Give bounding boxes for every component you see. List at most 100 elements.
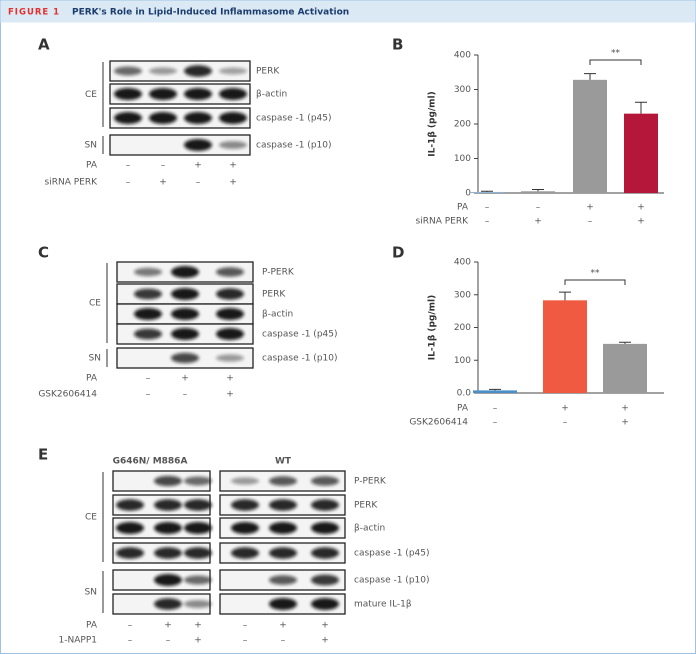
panel-label: B xyxy=(392,36,403,54)
condition-value: – xyxy=(243,621,248,631)
figure-label: FIGURE 1 xyxy=(8,8,60,18)
blot-band xyxy=(311,476,339,486)
blot-band xyxy=(134,328,162,340)
condition-value: – xyxy=(128,636,133,646)
blot-band xyxy=(311,547,339,559)
blot-band xyxy=(134,288,162,300)
condition-label: GSK2606414 xyxy=(409,418,468,428)
header-band xyxy=(0,0,696,23)
blot-strip xyxy=(109,107,251,129)
condition-label: PA xyxy=(86,374,98,384)
y-axis-label: IL-1β (pg/ml) xyxy=(428,295,438,361)
significance-label: ** xyxy=(591,269,601,279)
condition-value: + xyxy=(279,621,287,631)
condition-value: + xyxy=(321,636,329,646)
blot-band xyxy=(269,476,297,486)
blot-band xyxy=(114,66,142,76)
condition-value: + xyxy=(194,636,202,646)
blot-band xyxy=(184,88,212,100)
error-bar xyxy=(584,73,596,80)
blot-band xyxy=(216,308,244,320)
condition-value: + xyxy=(637,217,645,227)
significance-label: ** xyxy=(611,49,621,59)
blot-band xyxy=(311,522,339,534)
condition-value: – xyxy=(128,621,133,631)
bar xyxy=(470,191,504,193)
blot-band xyxy=(149,67,177,75)
blot-band xyxy=(184,575,212,585)
condition-value: – xyxy=(183,390,188,400)
blot-band xyxy=(184,600,212,608)
blot-band xyxy=(154,499,182,511)
blot-band xyxy=(231,499,259,511)
group-label: SN xyxy=(85,141,97,151)
condition-value: + xyxy=(181,374,189,384)
blot-band xyxy=(116,547,144,559)
blot-band xyxy=(184,476,212,486)
blot-band xyxy=(149,112,177,124)
y-tick-label: 0 xyxy=(465,189,471,199)
blot-band xyxy=(311,499,339,511)
condition-value: + xyxy=(621,418,629,428)
row-label: PERK xyxy=(256,67,280,77)
condition-value: – xyxy=(485,203,490,213)
condition-value: + xyxy=(321,621,329,631)
condition-value: – xyxy=(588,217,593,227)
blot-band xyxy=(154,475,182,487)
blot-band xyxy=(311,598,339,610)
blot-band xyxy=(154,522,182,534)
error-bar xyxy=(559,291,571,301)
panel-label: C xyxy=(38,244,49,262)
y-tick-label: 200 xyxy=(454,323,471,333)
y-tick-label: 100 xyxy=(454,154,471,164)
error-bar xyxy=(532,189,544,192)
bar xyxy=(521,191,555,193)
blot-band xyxy=(134,308,162,320)
blot-band xyxy=(184,522,212,534)
condition-label: PA xyxy=(457,404,469,414)
row-label: PERK xyxy=(262,290,286,300)
condition-value: – xyxy=(493,418,498,428)
blot-band xyxy=(269,598,297,610)
blot-band xyxy=(154,598,182,610)
condition-value: – xyxy=(126,178,131,188)
condition-value: + xyxy=(561,404,569,414)
condition-label: PA xyxy=(86,161,98,171)
significance-bracket xyxy=(564,279,626,285)
blot-band xyxy=(134,267,162,277)
blot-band xyxy=(219,141,247,149)
blot-band xyxy=(184,65,212,77)
condition-value: – xyxy=(563,418,568,428)
blot-band xyxy=(171,328,199,340)
blot-strip xyxy=(109,134,251,156)
blot-band xyxy=(184,499,212,511)
condition-value: + xyxy=(194,161,202,171)
group-label: SN xyxy=(89,354,101,364)
condition-value: – xyxy=(281,636,286,646)
error-bar xyxy=(619,341,631,344)
y-tick-label: 300 xyxy=(454,290,471,300)
condition-value: + xyxy=(226,374,234,384)
blot-band xyxy=(116,499,144,511)
group-label: CE xyxy=(85,513,97,523)
bar xyxy=(473,390,517,393)
row-label: mature IL-1β xyxy=(354,600,412,610)
figure-title: PERK's Role in Lipid-Induced Inflammasom… xyxy=(72,8,349,18)
condition-value: + xyxy=(194,621,202,631)
condition-label: 1-NAPP1 xyxy=(59,636,97,646)
blot-band xyxy=(231,547,259,559)
condition-value: + xyxy=(164,621,172,631)
condition-label: siRNA PERK xyxy=(416,217,470,227)
condition-value: – xyxy=(536,203,541,213)
blot-band xyxy=(184,547,212,559)
blot-band xyxy=(184,112,212,124)
y-tick-label: 300 xyxy=(454,85,471,95)
bar xyxy=(543,300,587,393)
blot-band xyxy=(116,522,144,534)
blot-band xyxy=(114,88,142,100)
condition-value: – xyxy=(493,404,498,414)
panel-label: D xyxy=(392,244,404,262)
blot-band xyxy=(184,139,212,151)
significance-bracket xyxy=(589,59,642,65)
